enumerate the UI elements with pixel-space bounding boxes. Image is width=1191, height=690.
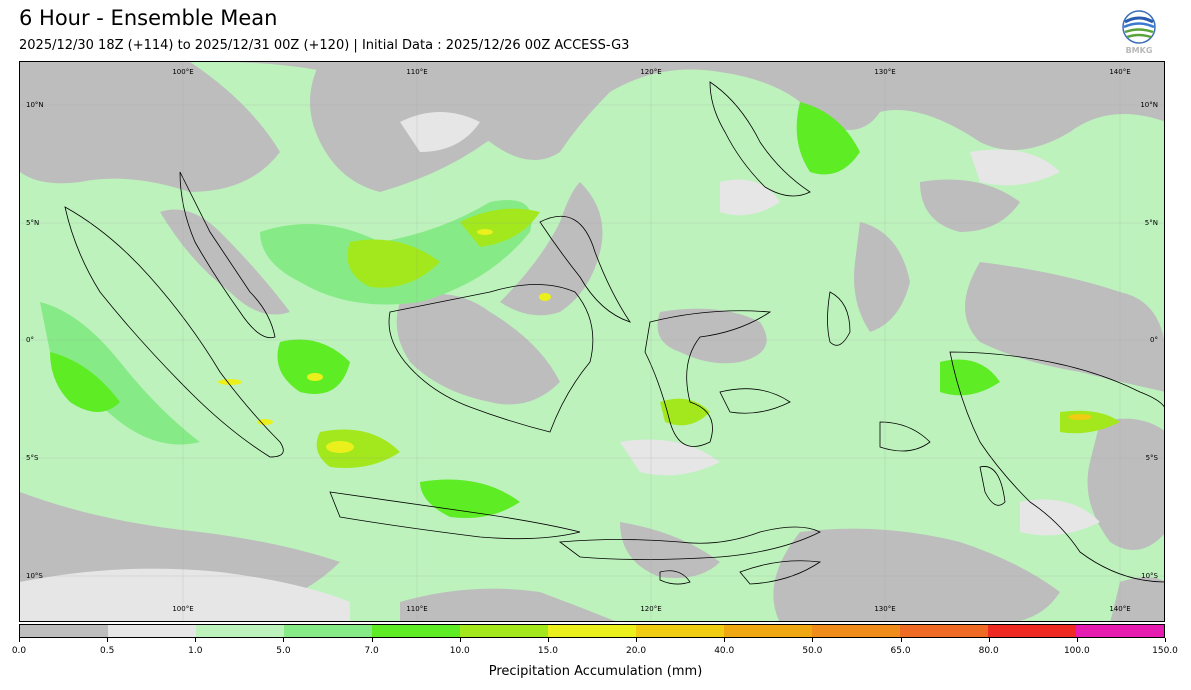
lon-label-top-2: 110°E [406, 68, 428, 76]
colorbar-tick-mark [636, 638, 638, 642]
grid-lines [20, 62, 1164, 621]
colorbar-tick-mark [283, 638, 285, 642]
lon-label-bottom-3: 120°E [640, 605, 662, 613]
coastlines [64, 81, 1164, 585]
lon-label-top-5: 140°E [1109, 68, 1131, 76]
heavy-rain-areas [218, 229, 1092, 453]
colorbar-segment [460, 625, 548, 637]
colorbar-label: Precipitation Accumulation (mm) [488, 664, 703, 679]
colorbar-segment [372, 625, 460, 637]
colorbar-tick-label: 40.0 [714, 646, 735, 656]
lat-label-left-5: 10°S [26, 572, 43, 580]
light-rain-areas [20, 112, 1100, 621]
lat-label-left-2: 5°N [26, 219, 40, 227]
logo-text: BMKG [1126, 46, 1153, 55]
colorbar-tick-label: 20.0 [626, 646, 647, 656]
colorbar-segment [1076, 625, 1164, 637]
colorbar-tick-mark [19, 638, 20, 642]
lon-label-top-3: 120°E [640, 68, 662, 76]
colorbar-tick-label: 0.0 [11, 646, 27, 656]
colorbar-tick-label: 10.0 [449, 646, 470, 656]
colorbar-tick-label: 80.0 [978, 646, 999, 656]
lon-label-bottom-5: 140°E [1109, 605, 1131, 613]
colorbar-tick-mark [547, 638, 549, 642]
colorbar-segment [724, 625, 812, 637]
lat-label-left-3: 0° [26, 336, 34, 344]
colorbar-segment [108, 625, 196, 637]
colorbar-tick-mark [812, 638, 814, 642]
colorbar-tick-label: 5.0 [276, 646, 291, 656]
lat-label-right-3: 0° [1150, 336, 1158, 344]
colorbar-segment [548, 625, 636, 637]
colorbar-tick-mark [195, 638, 197, 642]
lon-label-bottom-4: 130°E [874, 605, 896, 613]
colorbar-tick-label: 150.0 [1152, 646, 1178, 656]
colorbar-tick-label: 65.0 [890, 646, 911, 656]
colorbar-segment [196, 625, 284, 637]
colorbar-segment [284, 625, 372, 637]
colorbar-segment [20, 625, 108, 637]
colorbar-segment [900, 625, 988, 637]
lat-label-left-4: 5°S [26, 454, 39, 462]
lat-label-left-1: 10°N [26, 101, 44, 109]
colorbar [19, 624, 1165, 638]
colorbar-tick-label: 100.0 [1063, 646, 1090, 656]
colorbar-tick-mark [1076, 638, 1078, 642]
page-subtitle: 2025/12/30 18Z (+114) to 2025/12/31 00Z … [19, 38, 630, 53]
lon-label-bottom-1: 100°E [172, 605, 194, 613]
colorbar-tick-mark [724, 638, 726, 642]
colorbar-tick-mark [459, 638, 461, 642]
colorbar-tick-mark [1165, 638, 1166, 642]
colorbar-segment [636, 625, 724, 637]
bmkg-logo-icon: BMKG [1120, 10, 1158, 56]
map-canvas [20, 62, 1164, 621]
colorbar-tick-label: 7.0 [364, 646, 379, 656]
precipitation-map: 100°E 110°E 120°E 130°E 140°E 100°E 110°… [19, 61, 1165, 622]
colorbar-segment [988, 625, 1076, 637]
colorbar-tick-label: 50.0 [802, 646, 823, 656]
page-title: 6 Hour - Ensemble Mean [19, 6, 278, 30]
lon-label-top-1: 100°E [172, 68, 194, 76]
lon-label-top-4: 130°E [874, 68, 896, 76]
lat-label-right-2: 5°N [1144, 219, 1158, 227]
lon-label-bottom-2: 110°E [406, 605, 428, 613]
colorbar-tick-mark [371, 638, 373, 642]
lat-label-right-1: 10°N [1140, 101, 1158, 109]
colorbar-tick-mark [900, 638, 902, 642]
colorbar-segment [812, 625, 900, 637]
colorbar-tick-label: 0.5 [99, 646, 115, 656]
lat-label-right-5: 10°S [1141, 572, 1158, 580]
moderate-rain-areas [40, 102, 1120, 518]
colorbar-tick-label: 1.0 [188, 646, 203, 656]
colorbar-tick-mark [988, 638, 990, 642]
lat-label-right-4: 5°S [1145, 454, 1158, 462]
colorbar-tick-mark [107, 638, 109, 642]
colorbar-tick-label: 15.0 [537, 646, 558, 656]
